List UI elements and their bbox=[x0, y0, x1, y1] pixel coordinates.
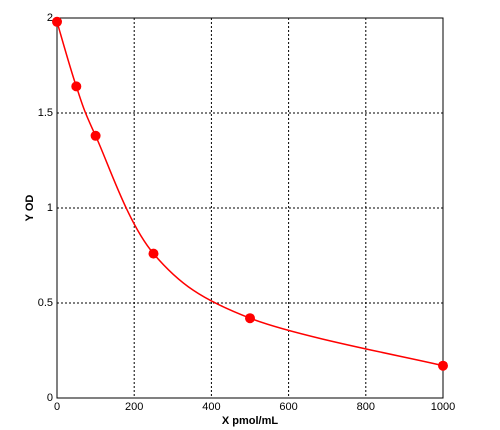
y-tick-label: 1.5 bbox=[38, 107, 53, 119]
y-tick-label: 1 bbox=[47, 202, 53, 214]
x-tick-label: 600 bbox=[279, 401, 297, 413]
x-tick-label: 800 bbox=[357, 401, 375, 413]
data-point bbox=[71, 81, 82, 92]
data-point bbox=[148, 248, 159, 259]
x-tick-label: 400 bbox=[202, 401, 220, 413]
data-point bbox=[90, 130, 101, 141]
y-axis-label: Y OD bbox=[24, 195, 36, 222]
x-tick-label: 200 bbox=[125, 401, 143, 413]
y-tick-label: 0.5 bbox=[38, 297, 53, 309]
x-tick-label: 0 bbox=[54, 401, 60, 413]
x-axis-label: X pmol/mL bbox=[222, 415, 279, 427]
data-point bbox=[438, 360, 448, 371]
y-tick-label: 2 bbox=[47, 12, 53, 24]
data-point bbox=[245, 313, 255, 324]
x-tick-label: 1000 bbox=[431, 401, 455, 413]
y-tick-label: 0 bbox=[47, 392, 53, 404]
data-point bbox=[52, 16, 62, 27]
